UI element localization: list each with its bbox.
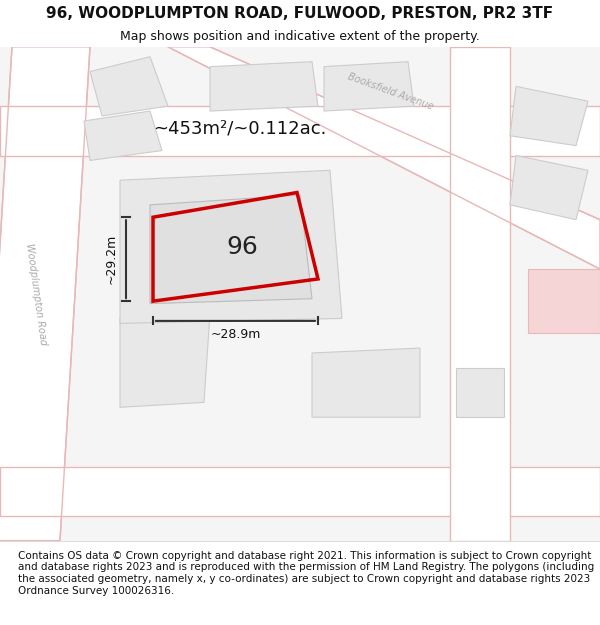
Polygon shape [0,106,600,156]
Text: Booksfield Avenue: Booksfield Avenue [346,71,434,111]
Polygon shape [84,111,162,161]
Polygon shape [450,47,510,541]
Polygon shape [312,348,420,418]
Polygon shape [168,47,600,269]
Text: ~453m²/~0.112ac.: ~453m²/~0.112ac. [154,119,326,138]
Polygon shape [120,170,342,323]
Text: 96: 96 [226,236,258,259]
Polygon shape [456,368,504,418]
Polygon shape [90,57,168,116]
Polygon shape [0,466,600,516]
Text: Woodplumpton Road: Woodplumpton Road [24,242,48,346]
Text: ~29.2m: ~29.2m [104,234,118,284]
Polygon shape [528,269,600,333]
Polygon shape [324,62,414,111]
Polygon shape [510,86,588,146]
Text: Map shows position and indicative extent of the property.: Map shows position and indicative extent… [120,30,480,43]
Polygon shape [120,314,210,408]
Polygon shape [510,156,588,219]
Polygon shape [210,62,318,111]
Text: 96, WOODPLUMPTON ROAD, FULWOOD, PRESTON, PR2 3TF: 96, WOODPLUMPTON ROAD, FULWOOD, PRESTON,… [46,6,554,21]
Polygon shape [0,47,90,541]
Text: Contains OS data © Crown copyright and database right 2021. This information is : Contains OS data © Crown copyright and d… [18,551,594,596]
Polygon shape [0,47,600,541]
Text: ~28.9m: ~28.9m [211,328,260,341]
Polygon shape [150,195,312,304]
